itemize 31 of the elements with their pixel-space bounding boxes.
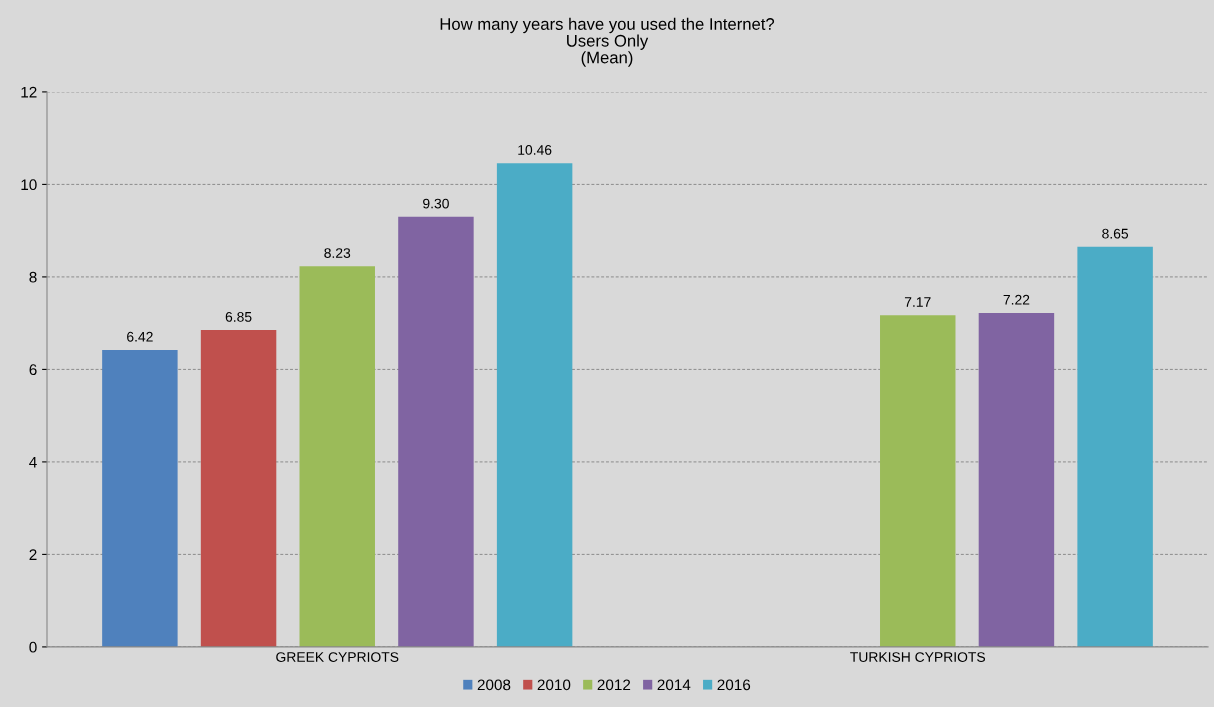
data-label: 7.22 [1003,294,1030,305]
y-tick-label: 6 [29,364,37,376]
x-tick-label: GREEK CYPRIOTS [276,652,399,662]
bar [398,216,474,647]
legend-label: 2012 [597,679,631,691]
data-label: 6.42 [127,331,153,342]
bar [200,330,277,647]
data-label: 10.46 [518,145,552,155]
data-label: 6.85 [225,311,252,322]
bar [496,163,573,647]
y-tick-label: 2 [29,549,37,560]
legend-label: 2016 [717,679,751,691]
legend-label: 2008 [477,679,511,691]
data-label: 8.23 [324,248,351,258]
y-tick-label: 0 [29,641,37,653]
bar [102,349,178,647]
data-label: 9.30 [423,198,449,209]
bar [1077,246,1153,647]
data-label: 7.17 [904,297,931,307]
y-tick-label: 10 [21,179,37,191]
bar [978,312,1055,647]
bar [299,266,375,647]
legend-label: 2014 [657,679,691,691]
y-tick-label: 12 [21,86,37,98]
data-label: 8.65 [1102,228,1129,239]
legend-label: 2010 [537,679,571,691]
bar [880,315,956,647]
chart-title: How many years have you used the Internet? Users Only (Mean) [440,17,775,67]
x-tick-label: TURKISH CYPRIOTS [850,652,986,662]
y-tick-label: 4 [29,456,37,468]
y-tick-label: 8 [29,271,37,283]
